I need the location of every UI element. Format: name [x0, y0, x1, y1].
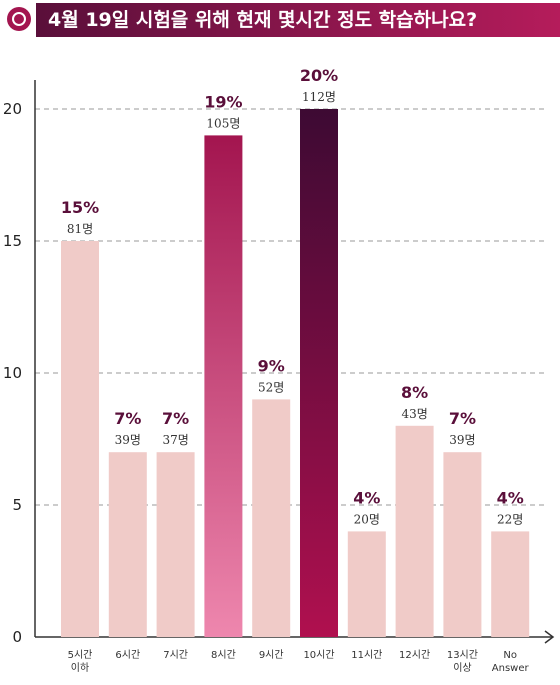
bar — [347, 531, 386, 637]
percent-label: 7% — [162, 409, 189, 428]
y-tick-label: 0 — [12, 628, 22, 646]
bar — [204, 135, 243, 637]
chart-title: 4월 19일 시험을 위해 현재 몇시간 정도 학습하나요? — [48, 9, 478, 31]
percent-label: 4% — [353, 488, 380, 507]
category-label: 12시간 — [399, 649, 430, 661]
category-label: 5시간 — [68, 649, 93, 661]
category-label: No — [503, 650, 517, 661]
percent-label: 8% — [401, 383, 428, 402]
circle-icon — [7, 7, 31, 31]
category-label: 13시간 — [447, 649, 478, 661]
category-label: 9시간 — [259, 649, 284, 661]
y-tick-label: 10 — [3, 364, 22, 382]
percent-label: 15% — [61, 198, 99, 217]
percent-label: 20% — [300, 66, 338, 85]
count-label: 39명 — [449, 433, 475, 447]
header: 4월 19일 시험을 위해 현재 몇시간 정도 학습하나요? — [0, 0, 560, 40]
bars-layer — [61, 109, 530, 637]
count-label: 43명 — [401, 407, 427, 421]
bar — [61, 241, 99, 637]
percent-label: 7% — [449, 409, 476, 428]
category-label: 이상 — [453, 662, 471, 674]
bar — [443, 452, 482, 637]
count-label: 81명 — [67, 222, 93, 236]
count-label: 112명 — [302, 90, 336, 104]
count-label: 20명 — [354, 512, 380, 526]
bar — [252, 399, 291, 637]
count-label: 52명 — [258, 380, 284, 394]
category-label: 이하 — [71, 661, 89, 674]
x-axis-arrow-icon — [544, 630, 555, 644]
category-label: 6시간 — [115, 649, 140, 661]
count-label: 37명 — [162, 433, 188, 447]
percent-label: 9% — [258, 356, 285, 375]
bar — [491, 531, 530, 637]
percent-label: 7% — [114, 409, 141, 428]
count-label: 22명 — [497, 512, 523, 526]
y-tick-label: 5 — [12, 496, 22, 514]
category-label: 8시간 — [211, 649, 236, 661]
y-tick-label: 20 — [3, 100, 22, 118]
header-bar — [36, 3, 560, 37]
percent-label: 4% — [497, 488, 524, 507]
category-label: 7시간 — [163, 649, 188, 661]
bar — [300, 109, 338, 637]
category-label: 10시간 — [303, 649, 334, 661]
count-label: 39명 — [115, 433, 141, 447]
category-label: 11시간 — [351, 649, 382, 661]
bar — [395, 425, 434, 637]
bar — [108, 452, 147, 637]
category-label: Answer — [492, 663, 530, 674]
y-tick-label: 15 — [3, 232, 22, 250]
count-label: 105명 — [206, 116, 240, 130]
bar — [156, 452, 195, 637]
percent-label: 19% — [204, 92, 242, 111]
